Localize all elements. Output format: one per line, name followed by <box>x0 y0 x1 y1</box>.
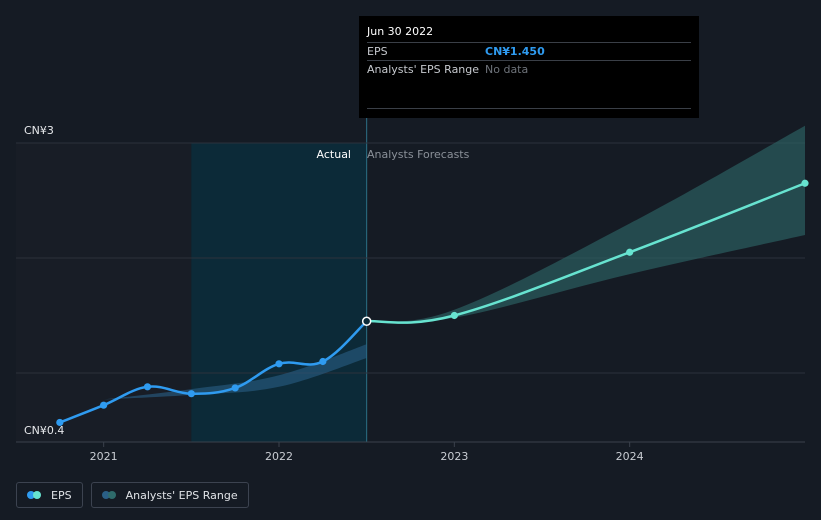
eps-point-0 <box>56 418 64 427</box>
tooltip-row-eps: EPS CN¥1.450 <box>367 42 691 60</box>
x-tick-2021: 2021 <box>90 450 118 463</box>
zone-label-actual: Actual <box>317 148 351 161</box>
legend-eps-swatch <box>27 491 43 499</box>
tooltip-range-label: Analysts' EPS Range <box>367 63 480 76</box>
eps-range-band-forecast <box>366 125 805 323</box>
past-zone-shade <box>16 143 192 442</box>
x-tick-2023: 2023 <box>440 450 468 463</box>
tooltip-divider <box>367 108 691 109</box>
actual-zone-highlight <box>191 143 367 442</box>
eps-forecast-point-2 <box>626 248 634 256</box>
legend-eps-label: EPS <box>51 488 72 502</box>
y-label-bottom: CN¥0.4 <box>24 424 64 437</box>
tooltip-eps-label: EPS <box>367 45 388 58</box>
tooltip-range-value: No data <box>485 63 529 76</box>
eps-forecast-line <box>366 182 806 324</box>
legend: EPS Analysts' EPS Range <box>16 482 249 508</box>
x-tick-2024: 2024 <box>616 450 644 463</box>
eps-forecast-point-3 <box>801 179 809 187</box>
eps-point-2 <box>143 383 152 391</box>
tooltip-date: Jun 30 2022 <box>367 25 434 38</box>
zone-label-forecast: Analysts Forecasts <box>367 148 470 161</box>
x-tick-2022: 2022 <box>265 450 293 463</box>
legend-item-eps[interactable]: EPS <box>16 482 83 508</box>
eps-point-5 <box>275 360 283 368</box>
eps-point-3 <box>187 390 195 398</box>
eps-forecast-point-1 <box>450 311 458 320</box>
eps-point-6 <box>319 357 327 366</box>
legend-item-range[interactable]: Analysts' EPS Range <box>90 482 249 508</box>
eps-line <box>59 320 368 424</box>
eps-point-7 <box>361 316 372 326</box>
tooltip-row-range: Analysts' EPS Range No data <box>367 60 691 78</box>
y-label-top: CN¥3 <box>24 124 54 137</box>
tooltip: Jun 30 2022 EPS CN¥1.450 Analysts' EPS R… <box>359 16 699 118</box>
legend-range-swatch <box>101 491 118 499</box>
eps-point-1 <box>100 401 108 409</box>
legend-range-label: Analysts' EPS Range <box>125 488 238 502</box>
eps-point-4 <box>231 384 239 392</box>
tooltip-eps-value: CN¥1.450 <box>485 45 545 58</box>
